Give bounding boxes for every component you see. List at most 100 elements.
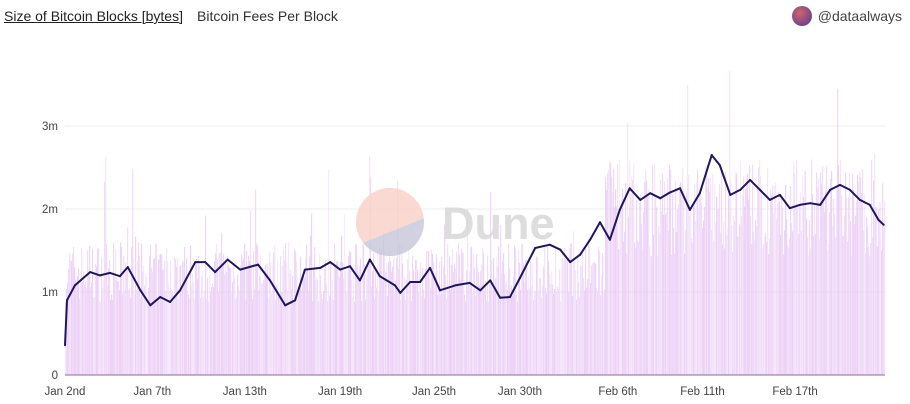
block-bar <box>571 242 573 375</box>
block-bar <box>229 267 231 375</box>
x-tick-label: Feb 6th <box>598 386 637 398</box>
block-bar <box>416 260 418 375</box>
block-bar <box>372 271 374 375</box>
block-bar <box>378 291 380 375</box>
block-bar <box>354 301 356 375</box>
block-bar <box>867 226 869 375</box>
block-bar <box>548 261 550 375</box>
data-point <box>499 296 502 299</box>
block-bar <box>712 173 714 375</box>
block-bar <box>808 255 810 375</box>
block-bar <box>127 227 129 375</box>
block-bar <box>868 247 870 375</box>
block-bar <box>468 282 470 375</box>
block-bar <box>396 257 398 375</box>
block-bar <box>258 290 260 375</box>
block-bar <box>641 224 643 375</box>
block-bar <box>327 301 329 375</box>
block-bar <box>344 214 346 375</box>
block-bar <box>303 269 305 375</box>
data-point <box>710 154 713 157</box>
block-bar <box>285 243 287 375</box>
block-bar <box>862 169 864 375</box>
block-bar <box>260 255 262 375</box>
block-bar <box>295 251 297 375</box>
data-point <box>858 198 861 201</box>
block-bar <box>866 216 868 375</box>
x-tick-label: Jan 19th <box>318 386 362 398</box>
tab-block-size[interactable]: Size of Bitcoin Blocks [bytes] <box>4 8 183 24</box>
block-bar <box>681 186 683 375</box>
x-tick-label: Jan 13th <box>223 386 267 398</box>
block-bar <box>182 260 184 375</box>
block-bar <box>760 176 762 375</box>
author[interactable]: @dataalways <box>791 6 902 26</box>
data-point <box>89 271 92 274</box>
x-tick-label: Jan 30th <box>498 386 542 398</box>
block-bar <box>121 247 123 375</box>
block-bar <box>302 277 304 375</box>
block-bar <box>373 252 375 375</box>
block-bar <box>433 262 435 375</box>
block-bar <box>86 288 88 375</box>
block-bar <box>430 288 432 375</box>
block-bar <box>643 211 645 375</box>
block-bar <box>348 255 350 375</box>
block-bar <box>88 271 90 375</box>
block-bar <box>776 219 778 375</box>
block-bar <box>387 296 389 375</box>
block-bar <box>510 297 512 375</box>
block-bar <box>114 276 116 375</box>
block-bar <box>254 288 256 375</box>
block-bar <box>522 244 524 375</box>
block-bar <box>243 257 245 375</box>
data-point <box>368 258 371 261</box>
block-bar <box>876 206 878 375</box>
block-bar <box>197 278 199 375</box>
block-bar <box>758 167 760 375</box>
x-tick-label: Jan 2nd <box>45 386 86 398</box>
block-bar <box>796 159 798 375</box>
block-bar <box>734 221 736 375</box>
block-bar <box>277 259 279 375</box>
block-bar <box>456 251 458 375</box>
block-bar <box>223 253 225 375</box>
block-bar <box>251 265 253 375</box>
data-point <box>419 281 422 284</box>
data-point <box>329 261 332 264</box>
block-bar <box>465 301 467 375</box>
data-point <box>868 203 871 206</box>
block-bar <box>500 224 502 375</box>
block-bar <box>636 200 638 375</box>
data-point <box>759 188 762 191</box>
block-bar <box>241 255 243 375</box>
block-bar <box>704 207 706 375</box>
block-bar <box>237 274 239 375</box>
block-bar <box>858 181 860 375</box>
block-bar <box>246 250 248 375</box>
block-bar <box>625 182 627 375</box>
data-point <box>839 183 842 186</box>
tab-fees-per-block[interactable]: Bitcoin Fees Per Block <box>197 8 338 24</box>
block-bar <box>404 277 406 375</box>
block-bar <box>129 287 131 375</box>
block-bar <box>333 300 335 375</box>
block-bar <box>665 214 667 375</box>
block-bar <box>469 271 471 375</box>
block-bar <box>301 291 303 375</box>
block-bar <box>884 200 886 375</box>
block-bar <box>492 290 494 375</box>
data-point <box>729 193 732 196</box>
block-bar <box>883 220 885 375</box>
block-bar <box>125 262 127 375</box>
block-bar <box>131 247 133 375</box>
block-bar <box>725 171 727 375</box>
x-tick-label: Jan 25th <box>412 386 456 398</box>
block-bar <box>613 168 615 375</box>
block-bar <box>341 235 343 375</box>
block-bar <box>559 269 561 375</box>
block-bar <box>794 173 796 375</box>
block-bar <box>100 301 102 375</box>
block-bar <box>474 267 476 375</box>
block-bar <box>188 294 190 375</box>
